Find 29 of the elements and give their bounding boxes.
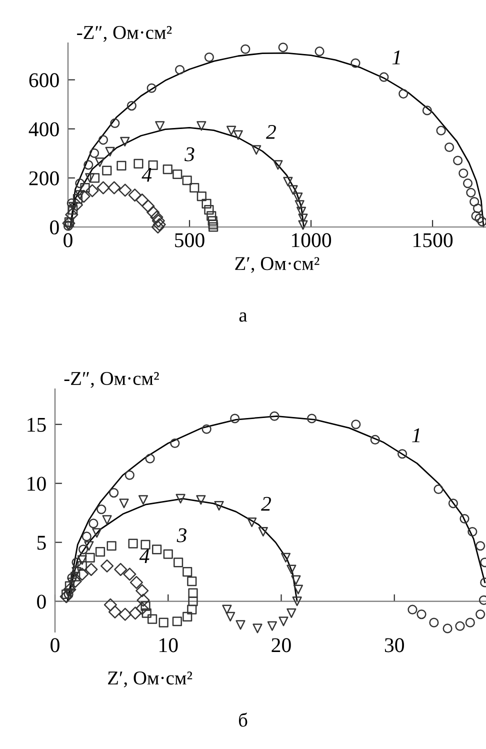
annotation: 2 bbox=[261, 496, 271, 511]
y-tick-label: 15 bbox=[28, 418, 46, 432]
y-tick-label: 10 bbox=[28, 476, 46, 491]
y-tick-label: 400 bbox=[28, 122, 59, 136]
text: а bbox=[239, 312, 248, 322]
annotation: 4 bbox=[139, 549, 150, 563]
y-tick-label: 200 bbox=[29, 171, 59, 186]
x-tick-label: 20 bbox=[272, 638, 291, 652]
annotation: 3 bbox=[184, 147, 194, 162]
annotation: 4 bbox=[142, 168, 152, 182]
y-tick-label: 0 bbox=[50, 220, 59, 234]
y-tick-label: 5 bbox=[37, 536, 46, 550]
annotation: 3 bbox=[176, 528, 187, 542]
annotation: 2 bbox=[266, 124, 276, 139]
x-tick-label: 500 bbox=[175, 233, 204, 248]
x-tick-label: 1000 bbox=[292, 233, 332, 248]
x-tick-label: 10 bbox=[160, 638, 178, 652]
x-axis-title: Z′, Ом·см² bbox=[108, 671, 192, 688]
x-tick-label: 0 bbox=[64, 233, 72, 248]
annotation: 1 bbox=[412, 428, 420, 442]
x-tick-label: 30 bbox=[384, 638, 404, 652]
y-axis-title: -Z″, Ом·см² bbox=[77, 26, 172, 42]
annotation: 1 bbox=[392, 50, 400, 64]
y-tick-label: 600 bbox=[29, 73, 59, 88]
x-tick-label: 1500 bbox=[414, 233, 453, 248]
x-axis-title: Z′, Ом·см² bbox=[235, 257, 320, 273]
y-tick-label: 0 bbox=[37, 594, 46, 609]
y-axis-title: -Z″, Ом·см² bbox=[64, 372, 159, 388]
text: б bbox=[238, 712, 248, 727]
